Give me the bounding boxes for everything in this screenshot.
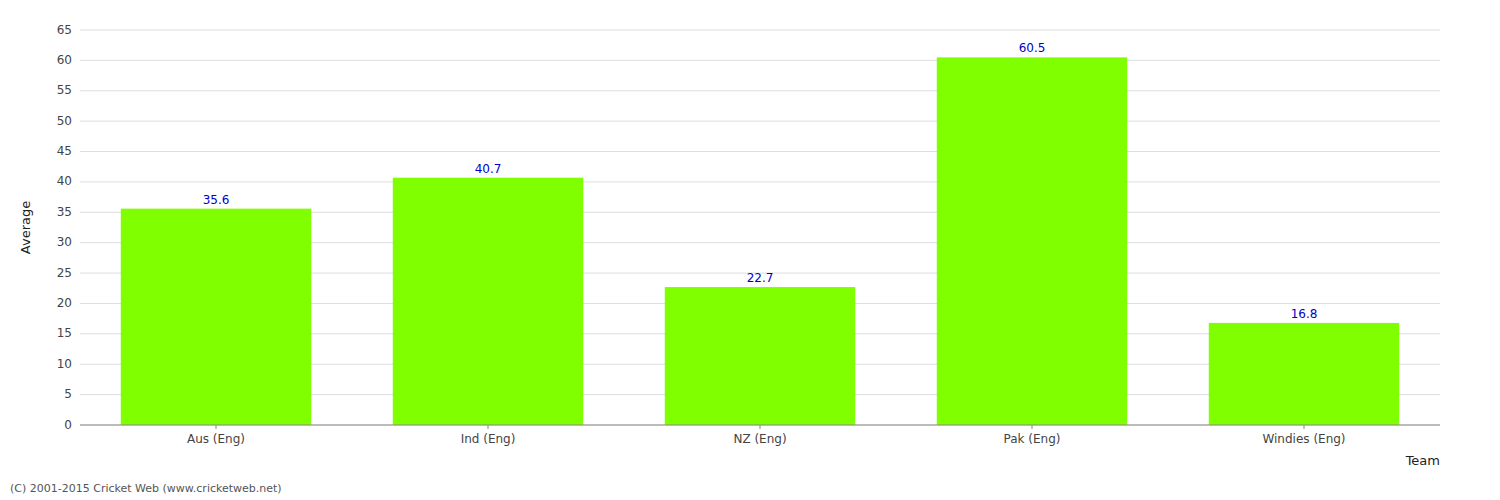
y-tick-label: 0 xyxy=(64,418,72,432)
x-tick-label: Aus (Eng) xyxy=(187,432,245,446)
y-tick-label: 30 xyxy=(57,235,72,249)
y-tick-label: 65 xyxy=(57,23,72,37)
y-tick-label: 45 xyxy=(57,144,72,158)
x-tick xyxy=(1304,425,1305,429)
y-tick-label: 35 xyxy=(57,205,72,219)
y-tick-label: 20 xyxy=(57,296,72,310)
bars xyxy=(121,57,1399,425)
bar xyxy=(665,287,855,425)
x-tick xyxy=(1032,425,1033,429)
y-tick-label: 50 xyxy=(57,114,72,128)
x-axis: Aus (Eng) Ind (Eng) NZ (Eng) Pak (Eng) Windi… xyxy=(80,425,1440,446)
y-grid xyxy=(80,30,1440,425)
grid-line xyxy=(80,30,1440,31)
y-axis-title: Average xyxy=(18,201,33,254)
data-label: 60.5 xyxy=(1019,41,1046,55)
y-tick-label: 15 xyxy=(57,326,72,340)
data-labels: 35.6 40.7 22.7 60.5 16.8 xyxy=(203,41,1318,321)
y-tick-label: 60 xyxy=(57,53,72,67)
x-tick-label: Windies (Eng) xyxy=(1262,432,1345,446)
data-label: 40.7 xyxy=(475,162,502,176)
y-tick-label: 5 xyxy=(64,387,72,401)
bar xyxy=(1209,323,1399,425)
chart-svg: 0 5 10 15 20 25 30 35 40 45 50 55 60 65 Aus (Eng) Ind (… xyxy=(0,0,1500,500)
y-tick-label: 40 xyxy=(57,174,72,188)
grid-line xyxy=(80,121,1440,122)
grid-line xyxy=(80,60,1440,61)
x-axis-title: Team xyxy=(1405,453,1440,468)
chart-container: 0 5 10 15 20 25 30 35 40 45 50 55 60 65 Aus (Eng) Ind (… xyxy=(0,0,1500,500)
y-tick-label: 25 xyxy=(57,266,72,280)
grid-line xyxy=(80,90,1440,91)
x-tick-label: Pak (Eng) xyxy=(1004,432,1061,446)
data-label: 16.8 xyxy=(1291,307,1318,321)
x-tick xyxy=(216,425,217,429)
y-axis: 0 5 10 15 20 25 30 35 40 45 50 55 60 65 xyxy=(57,23,72,432)
x-tick xyxy=(760,425,761,429)
x-tick-label: Ind (Eng) xyxy=(461,432,516,446)
grid-line xyxy=(80,151,1440,152)
grid-line xyxy=(80,181,1440,182)
data-label: 35.6 xyxy=(203,193,230,207)
data-label: 22.7 xyxy=(747,271,774,285)
footer-text: (C) 2001-2015 Cricket Web (www.cricketwe… xyxy=(10,482,282,495)
y-tick-label: 55 xyxy=(57,83,72,97)
bar xyxy=(121,209,311,425)
x-tick xyxy=(488,425,489,429)
y-tick-label: 10 xyxy=(57,357,72,371)
x-tick-label: NZ (Eng) xyxy=(733,432,786,446)
bar xyxy=(937,57,1127,425)
bar xyxy=(393,178,583,425)
